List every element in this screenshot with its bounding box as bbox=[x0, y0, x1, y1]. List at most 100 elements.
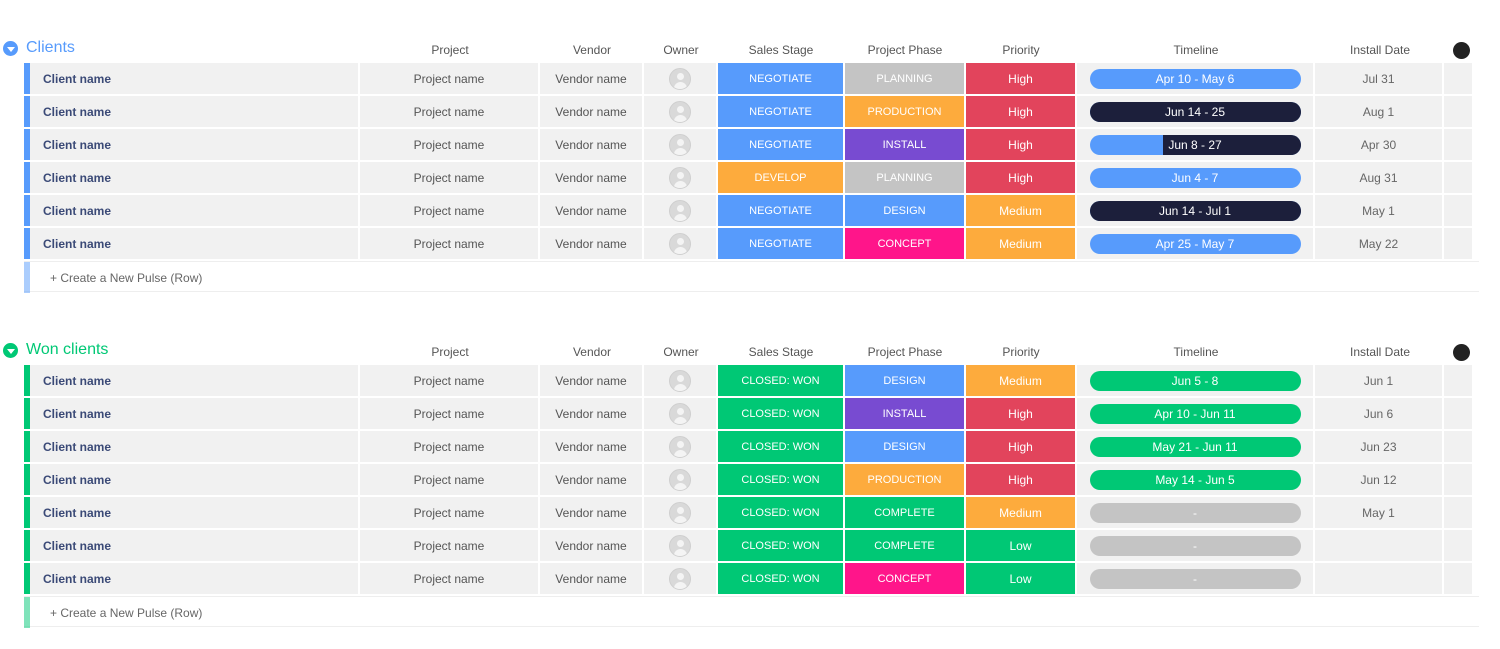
project-phase-cell[interactable]: PRODUCTION bbox=[845, 464, 964, 495]
project-cell[interactable]: Project name bbox=[360, 63, 538, 94]
project-phase-cell[interactable]: COMPLETE bbox=[845, 497, 964, 528]
table-row[interactable]: Client name Project name Vendor name CLOSED… bbox=[24, 464, 1479, 495]
column-header-stage[interactable]: Sales Stage bbox=[748, 345, 814, 359]
create-new-pulse-row[interactable]: + Create a New Pulse (Row) bbox=[24, 261, 1479, 293]
table-row[interactable]: Client name Project name Vendor name CLOSED… bbox=[24, 563, 1479, 594]
timeline-cell[interactable]: Jun 4 - 7 bbox=[1077, 162, 1313, 193]
table-row[interactable]: Client name Project name Vendor name CLOSED… bbox=[24, 530, 1479, 561]
install-date-cell[interactable] bbox=[1315, 530, 1442, 561]
owner-cell[interactable] bbox=[644, 162, 716, 193]
vendor-cell[interactable]: Vendor name bbox=[540, 365, 642, 396]
project-cell[interactable]: Project name bbox=[360, 162, 538, 193]
timeline-cell[interactable]: Jun 5 - 8 bbox=[1077, 365, 1313, 396]
project-cell[interactable]: Project name bbox=[360, 530, 538, 561]
owner-cell[interactable] bbox=[644, 365, 716, 396]
priority-cell[interactable]: Low bbox=[966, 530, 1075, 561]
timeline-pill[interactable]: Jun 8 - 27 bbox=[1089, 134, 1301, 155]
vendor-cell[interactable]: Vendor name bbox=[540, 162, 642, 193]
client-name-cell[interactable]: Client name bbox=[30, 228, 358, 259]
client-name-cell[interactable]: Client name bbox=[30, 431, 358, 462]
sales-stage-cell[interactable]: CLOSED: WON bbox=[718, 464, 843, 495]
project-cell[interactable]: Project name bbox=[360, 96, 538, 127]
timeline-cell[interactable]: Jun 8 - 27 bbox=[1077, 129, 1313, 160]
vendor-cell[interactable]: Vendor name bbox=[540, 129, 642, 160]
timeline-pill[interactable]: - bbox=[1089, 535, 1301, 556]
project-phase-cell[interactable]: CONCEPT bbox=[845, 228, 964, 259]
timeline-cell[interactable]: Apr 10 - Jun 11 bbox=[1077, 398, 1313, 429]
timeline-cell[interactable]: - bbox=[1077, 530, 1313, 561]
priority-cell[interactable]: High bbox=[966, 431, 1075, 462]
sales-stage-cell[interactable]: CLOSED: WON bbox=[718, 497, 843, 528]
column-header-vendor[interactable]: Vendor bbox=[572, 345, 612, 359]
vendor-cell[interactable]: Vendor name bbox=[540, 431, 642, 462]
timeline-cell[interactable]: Jun 14 - Jul 1 bbox=[1077, 195, 1313, 226]
sales-stage-cell[interactable]: NEGOTIATE bbox=[718, 63, 843, 94]
table-row[interactable]: Client name Project name Vendor name CLOSED… bbox=[24, 398, 1479, 429]
priority-cell[interactable]: Low bbox=[966, 563, 1075, 594]
add-column-icon[interactable] bbox=[1453, 42, 1470, 59]
client-name-cell[interactable]: Client name bbox=[30, 497, 358, 528]
create-new-pulse-label[interactable]: + Create a New Pulse (Row) bbox=[50, 271, 203, 285]
client-name-cell[interactable]: Client name bbox=[30, 129, 358, 160]
project-phase-cell[interactable]: PLANNING bbox=[845, 63, 964, 94]
install-date-cell[interactable]: May 1 bbox=[1315, 497, 1442, 528]
install-date-cell[interactable]: Jun 6 bbox=[1315, 398, 1442, 429]
vendor-cell[interactable]: Vendor name bbox=[540, 563, 642, 594]
project-cell[interactable]: Project name bbox=[360, 195, 538, 226]
column-header-install[interactable]: Install Date bbox=[1349, 345, 1411, 359]
owner-cell[interactable] bbox=[644, 195, 716, 226]
column-header-stage[interactable]: Sales Stage bbox=[748, 43, 814, 57]
sales-stage-cell[interactable]: CLOSED: WON bbox=[718, 398, 843, 429]
collapse-group-icon[interactable] bbox=[3, 343, 18, 358]
priority-cell[interactable]: Medium bbox=[966, 497, 1075, 528]
add-column-icon[interactable] bbox=[1453, 344, 1470, 361]
column-header-timeline[interactable]: Timeline bbox=[1173, 345, 1219, 359]
collapse-group-icon[interactable] bbox=[3, 41, 18, 56]
column-header-install[interactable]: Install Date bbox=[1349, 43, 1411, 57]
install-date-cell[interactable]: Jun 1 bbox=[1315, 365, 1442, 396]
vendor-cell[interactable]: Vendor name bbox=[540, 195, 642, 226]
project-phase-cell[interactable]: PLANNING bbox=[845, 162, 964, 193]
sales-stage-cell[interactable]: CLOSED: WON bbox=[718, 530, 843, 561]
create-new-pulse-label[interactable]: + Create a New Pulse (Row) bbox=[50, 606, 203, 620]
column-header-timeline[interactable]: Timeline bbox=[1173, 43, 1219, 57]
client-name-cell[interactable]: Client name bbox=[30, 530, 358, 561]
group-title[interactable]: Won clients bbox=[26, 341, 109, 358]
install-date-cell[interactable]: Aug 1 bbox=[1315, 96, 1442, 127]
client-name-cell[interactable]: Client name bbox=[30, 398, 358, 429]
table-row[interactable]: Client name Project name Vendor name NEGOTI… bbox=[24, 195, 1479, 226]
timeline-cell[interactable]: Apr 10 - May 6 bbox=[1077, 63, 1313, 94]
table-row[interactable]: Client name Project name Vendor name CLOSED… bbox=[24, 497, 1479, 528]
column-header-phase[interactable]: Project Phase bbox=[867, 345, 943, 359]
timeline-pill[interactable]: May 14 - Jun 5 bbox=[1089, 469, 1301, 490]
create-new-pulse-row[interactable]: + Create a New Pulse (Row) bbox=[24, 596, 1479, 628]
project-phase-cell[interactable]: DESIGN bbox=[845, 195, 964, 226]
client-name-cell[interactable]: Client name bbox=[30, 563, 358, 594]
timeline-cell[interactable]: - bbox=[1077, 563, 1313, 594]
column-header-phase[interactable]: Project Phase bbox=[867, 43, 943, 57]
project-phase-cell[interactable]: INSTALL bbox=[845, 398, 964, 429]
column-header-project[interactable]: Project bbox=[431, 43, 469, 57]
install-date-cell[interactable]: Jun 23 bbox=[1315, 431, 1442, 462]
project-cell[interactable]: Project name bbox=[360, 228, 538, 259]
column-header-owner[interactable]: Owner bbox=[663, 345, 699, 359]
project-cell[interactable]: Project name bbox=[360, 563, 538, 594]
vendor-cell[interactable]: Vendor name bbox=[540, 228, 642, 259]
timeline-pill[interactable]: Apr 10 - Jun 11 bbox=[1089, 403, 1301, 424]
column-header-project[interactable]: Project bbox=[431, 345, 469, 359]
project-cell[interactable]: Project name bbox=[360, 398, 538, 429]
owner-cell[interactable] bbox=[644, 563, 716, 594]
install-date-cell[interactable] bbox=[1315, 563, 1442, 594]
client-name-cell[interactable]: Client name bbox=[30, 195, 358, 226]
priority-cell[interactable]: High bbox=[966, 129, 1075, 160]
timeline-pill[interactable]: Apr 25 - May 7 bbox=[1089, 233, 1301, 254]
table-row[interactable]: Client name Project name Vendor name NEGOTI… bbox=[24, 129, 1479, 160]
sales-stage-cell[interactable]: CLOSED: WON bbox=[718, 563, 843, 594]
table-row[interactable]: Client name Project name Vendor name NEGOTI… bbox=[24, 228, 1479, 259]
owner-cell[interactable] bbox=[644, 530, 716, 561]
vendor-cell[interactable]: Vendor name bbox=[540, 63, 642, 94]
priority-cell[interactable]: Medium bbox=[966, 195, 1075, 226]
vendor-cell[interactable]: Vendor name bbox=[540, 530, 642, 561]
timeline-pill[interactable]: - bbox=[1089, 568, 1301, 589]
client-name-cell[interactable]: Client name bbox=[30, 365, 358, 396]
